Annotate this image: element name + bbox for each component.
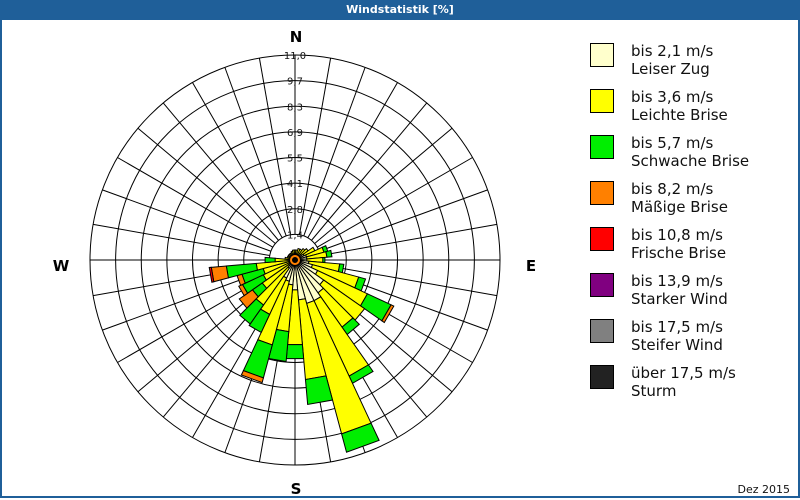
grid-spoke <box>224 67 287 237</box>
grid-spoke <box>307 82 398 239</box>
ring-tick-label: 5,5 <box>287 154 303 165</box>
grid-spoke <box>303 67 366 237</box>
legend-swatch <box>590 227 614 251</box>
ring-tick-label: 1,4 <box>287 230 303 241</box>
legend-description: Mäßige Brise <box>631 198 728 216</box>
grid-spoke <box>311 102 428 241</box>
grid-spoke <box>320 263 497 297</box>
legend-description: Schwache Brise <box>631 152 750 170</box>
cardinal-w: W <box>53 257 70 275</box>
wind-bar-segment <box>239 298 265 325</box>
ring-tick-label: 8,3 <box>287 102 303 113</box>
legend-speed: bis 3,6 m/s <box>631 88 714 106</box>
legend-swatch <box>590 89 614 113</box>
grid-spoke <box>320 223 497 257</box>
wind-bar-segment <box>325 249 333 258</box>
wind-bar-segment <box>238 283 249 297</box>
chart-title: Windstatistik [%] <box>0 0 800 20</box>
legend-speed: über 17,5 m/s <box>631 364 736 382</box>
grid-spoke <box>117 157 274 248</box>
legend-speed: bis 17,5 m/s <box>631 318 723 336</box>
legend-swatch <box>590 319 614 343</box>
cardinal-s: S <box>291 480 302 498</box>
ring-tick-label: 9,7 <box>287 77 303 88</box>
legend-speed: bis 8,2 m/s <box>631 180 714 198</box>
grid-ring <box>140 105 450 415</box>
legend-swatch <box>590 181 614 205</box>
wind-bar-segment <box>340 422 380 453</box>
grid-spoke <box>318 189 488 252</box>
legend-description: Starker Wind <box>631 290 728 308</box>
legend-swatch <box>590 43 614 67</box>
wind-bar-segment <box>264 256 276 264</box>
ring-labels: 1,4 2,8 4,1 5,5 6,9 8,3 9,7 11,0 <box>284 51 306 241</box>
legend-swatch <box>590 273 614 297</box>
grid-ring <box>89 54 501 466</box>
grid-ring <box>192 157 398 363</box>
wind-bar-segment <box>322 256 326 264</box>
grid-spoke <box>102 189 272 252</box>
ring-tick-label: 4,1 <box>287 179 303 190</box>
grid-spoke <box>93 223 270 257</box>
wind-bar-segment <box>238 289 259 309</box>
grid-spoke <box>258 58 292 235</box>
grid-spoke <box>314 127 453 244</box>
legend-speed: bis 2,1 m/s <box>631 42 714 60</box>
wind-bars <box>208 244 395 453</box>
ring-tick-label: 11,0 <box>284 51 306 62</box>
grid-spoke <box>192 82 283 239</box>
legend-speed: bis 13,9 m/s <box>631 272 723 290</box>
calm-circle <box>290 255 300 265</box>
cardinal-n: N <box>290 28 303 46</box>
wind-bar-segment <box>304 375 334 406</box>
wind-rose: 1,4 2,8 4,1 5,5 6,9 8,3 9,7 11,0 N E S W <box>53 28 536 498</box>
legend-description: Steifer Wind <box>631 336 723 354</box>
date-label: Dez 2015 <box>737 483 790 496</box>
legend-speed: bis 5,7 m/s <box>631 134 714 152</box>
grid-ring <box>166 131 424 389</box>
grid-ring <box>115 80 475 440</box>
grid-spoke <box>137 127 276 244</box>
grid-spoke <box>298 58 332 235</box>
legend-description: Leiser Zug <box>631 60 710 78</box>
wind-bar-segment <box>248 308 271 334</box>
ring-tick-label: 6,9 <box>287 128 303 139</box>
legend-swatch <box>590 365 614 389</box>
wind-bar-segment <box>285 344 305 360</box>
wind-bar-segment <box>291 249 296 255</box>
legend-description: Frische Brise <box>631 244 727 262</box>
wind-bar-segment <box>208 266 215 283</box>
legend-swatch <box>590 135 614 159</box>
grid-spoke <box>162 102 279 241</box>
legend-speed: bis 10,8 m/s <box>631 226 723 244</box>
ring-tick-label: 2,8 <box>287 205 303 216</box>
grid-spoke <box>316 157 473 248</box>
legend-description: Leichte Brise <box>631 106 728 124</box>
legend-description: Sturm <box>631 382 677 400</box>
wind-bar-segment <box>381 304 395 324</box>
cardinal-e: E <box>526 257 536 275</box>
wind-bar-segment <box>240 370 265 384</box>
